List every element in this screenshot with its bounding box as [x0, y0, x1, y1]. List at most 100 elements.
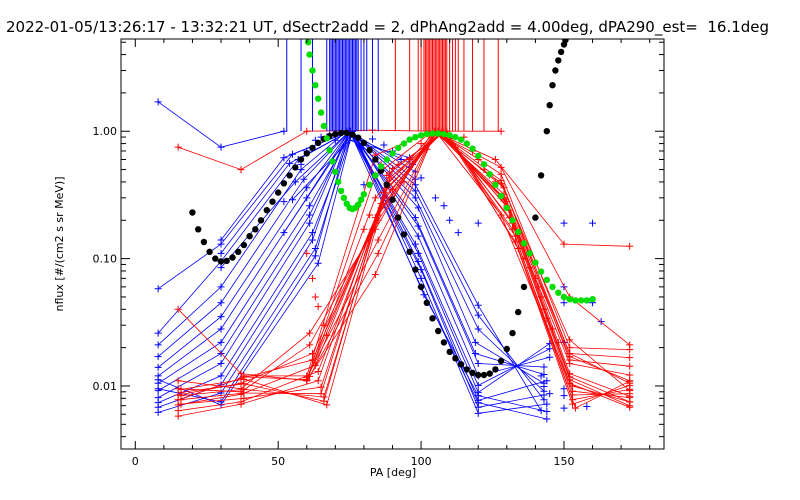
- series-1-line-18-point-3: [500, 184, 508, 192]
- series-0-line-13-point-0: [154, 385, 162, 393]
- series-0-line-7-point-2: [306, 202, 314, 210]
- series-1-line-13-point-5: [514, 245, 522, 253]
- series-5-dot-43: [492, 181, 499, 188]
- series-0-line-16: [220, 130, 416, 254]
- series-0-point-0-22: [560, 219, 568, 227]
- series-0-line-2-point-0: [154, 329, 162, 337]
- series-0-line-14-point-6: [543, 408, 551, 416]
- y-tick-label-1: 0.10: [93, 253, 118, 266]
- series-0-point-0-8: [368, 135, 376, 143]
- series-5-dot-56: [566, 296, 573, 303]
- series-1-point-0-6: [360, 225, 368, 233]
- series-5-dot-44: [497, 192, 505, 200]
- series-1-line-17-point-5: [626, 354, 634, 362]
- series-0-line-6-point-6: [540, 363, 548, 371]
- series-0-line-7-point-6: [546, 353, 554, 361]
- series-1-point-0-10: [383, 171, 391, 179]
- series-5-dot-24: [383, 156, 390, 163]
- series-1-point-0-13: [400, 178, 408, 186]
- series-4-dot-40: [417, 283, 425, 291]
- series-4-dot-31: [366, 147, 373, 154]
- series-0-line-0-point-1: [217, 143, 225, 151]
- series-5-dot-9: [329, 158, 336, 165]
- x-tick-label-3: 150: [553, 455, 574, 468]
- series-0-line-6-point-4: [414, 222, 422, 230]
- series-1-point-0-12: [394, 160, 402, 168]
- series-0-line-17-point-0: [217, 264, 225, 272]
- series-1-line-12-point-2: [320, 397, 328, 405]
- series-1-line-14-point-4: [491, 156, 499, 164]
- series-0-line-1: [157, 130, 542, 411]
- series-1-line-1-point-0: [174, 305, 182, 313]
- series-4-dot-12: [257, 217, 265, 224]
- series-0-line-1-point-0: [154, 285, 162, 293]
- series-1-line-13-point-0: [177, 385, 185, 393]
- chart-title: 2022-01-05/13:26:17 - 13:32:21 UT, dSect…: [6, 18, 770, 36]
- series-1-point-0-28: [526, 264, 534, 272]
- series-5-dot-29: [412, 133, 419, 141]
- series-0-line-6-point-1: [217, 325, 225, 333]
- series-1-line-8-point-2: [314, 377, 322, 385]
- series-4-dot-52: [486, 370, 493, 377]
- series-0-line-14-point-5: [474, 392, 482, 400]
- series-4-dot-26: [337, 129, 345, 137]
- series-0-line-8-point-2: [306, 211, 314, 219]
- series-1-point-0-2: [311, 293, 319, 301]
- series-0-point-0-30: [589, 219, 597, 227]
- series-1-point-0-34: [549, 325, 557, 333]
- series-0-line-0-point-2: [280, 127, 288, 135]
- series-1-point-0-14: [406, 156, 414, 164]
- series-1-line-14-point-6: [626, 242, 634, 250]
- series-1-point-0-5: [323, 331, 331, 339]
- series-4-dot-35: [389, 196, 396, 203]
- series-0-point-0-17: [454, 229, 462, 237]
- series-5-dot-7: [323, 135, 330, 142]
- series-5-dot-48: [520, 240, 528, 247]
- series-4-dot-48: [463, 366, 470, 373]
- series-5-dot-39: [469, 145, 476, 152]
- series-4-dot-13: [263, 207, 270, 214]
- chart-axes: 0 50 100 150 0.01 0.10 1.00: [93, 39, 664, 468]
- series-1-point-0-18: [451, 143, 459, 151]
- series-1-line-4-point-2: [308, 349, 316, 357]
- series-0-line-7-point-1: [217, 338, 225, 346]
- series-4-dot-39: [412, 266, 419, 273]
- series-0-line-16-point-1: [286, 159, 294, 167]
- series-0-line-6-point-5: [474, 360, 482, 368]
- series-1-point-0-3: [314, 303, 322, 311]
- series-0-line-14-point-4: [420, 291, 428, 299]
- series-0-line-5: [157, 130, 545, 375]
- series-5-dot-26: [395, 144, 402, 152]
- series-0-line-3-point-4: [411, 194, 419, 202]
- series-4-dot-28: [349, 131, 356, 138]
- series-4-dot-17: [286, 172, 293, 179]
- series-5-dot-3: [312, 82, 319, 89]
- series-1-line-0-point-5: [497, 127, 505, 135]
- series-5-dot-47: [515, 228, 522, 236]
- series-1-point-0-15: [417, 140, 425, 148]
- series-0-line-8-point-5: [474, 381, 482, 389]
- x-tick-label-2: 100: [411, 455, 432, 468]
- series-0-line-15-point-0: [217, 236, 225, 244]
- series-1-point-0-30: [534, 283, 542, 291]
- series-0-point-0-14: [431, 194, 439, 202]
- series-0-line-4-point-0: [154, 353, 162, 361]
- series-0-line-6: [157, 130, 545, 377]
- series-5-dot-55: [560, 293, 568, 301]
- series-4-dot-61: [537, 172, 545, 179]
- series-1-point-0-27: [520, 255, 528, 263]
- series-1-line-14-point-5: [560, 240, 568, 248]
- series-4-dot-9: [240, 241, 248, 249]
- series-1-point-0-7: [366, 211, 374, 219]
- series-0-line-11-point-6: [540, 391, 548, 399]
- series-4-dot-22: [315, 139, 322, 147]
- series-0-point-0-29: [583, 402, 591, 410]
- series-1-line-19-point-0: [306, 372, 314, 380]
- series-0-line-5-point-4: [411, 214, 419, 222]
- series-4-dot-69: [562, 39, 569, 44]
- series-5-dot-31: [423, 130, 430, 138]
- series-1-line-17: [306, 130, 630, 380]
- series-5-dot-41: [480, 161, 488, 168]
- series-4-dot-36: [395, 214, 402, 221]
